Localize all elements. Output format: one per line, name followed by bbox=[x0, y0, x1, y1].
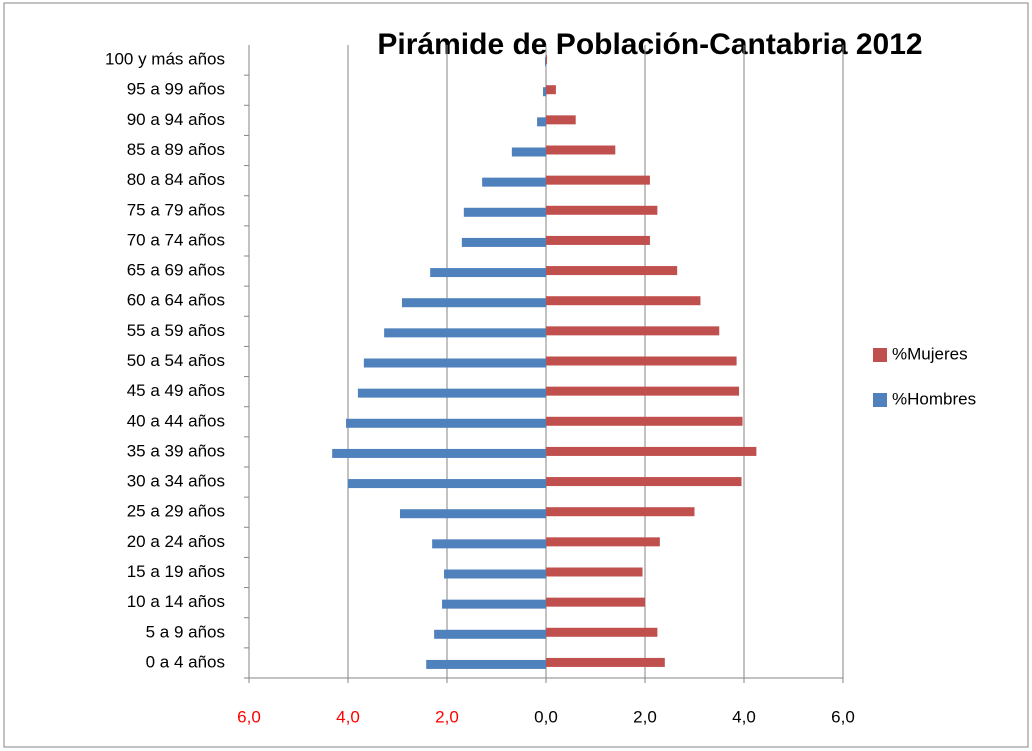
y-tick-label: 0 a 4 años bbox=[146, 652, 225, 671]
legend-label: %Mujeres bbox=[892, 344, 968, 363]
bar bbox=[546, 507, 695, 517]
bar bbox=[348, 479, 546, 489]
bar bbox=[384, 328, 546, 338]
y-tick-label: 15 a 19 años bbox=[127, 562, 225, 581]
bar bbox=[546, 205, 658, 215]
bar bbox=[346, 418, 546, 428]
y-tick-label: 35 a 39 años bbox=[127, 441, 225, 460]
x-tick-label: 4,0 bbox=[732, 707, 756, 726]
bar bbox=[545, 57, 546, 67]
bar bbox=[546, 115, 576, 125]
bar bbox=[401, 298, 546, 308]
bar bbox=[546, 446, 757, 456]
bar bbox=[426, 659, 546, 669]
bar bbox=[432, 539, 546, 549]
chart-title: Pirámide de Población-Cantabria 2012 bbox=[377, 28, 922, 61]
y-tick-label: 10 a 14 años bbox=[127, 592, 225, 611]
y-tick-label: 75 a 79 años bbox=[127, 200, 225, 219]
bar bbox=[546, 235, 650, 245]
x-tick-label: 4,0 bbox=[336, 707, 360, 726]
bar bbox=[546, 386, 740, 396]
legend-label: %Hombres bbox=[892, 389, 976, 408]
bar bbox=[546, 175, 650, 185]
x-tick-label: 0,0 bbox=[534, 707, 558, 726]
x-tick-label: 6,0 bbox=[237, 707, 261, 726]
chart-border bbox=[3, 2, 1029, 748]
bar bbox=[546, 657, 665, 667]
bar bbox=[546, 85, 556, 95]
y-tick-label: 5 a 9 años bbox=[146, 622, 225, 641]
bar bbox=[546, 627, 658, 637]
bar bbox=[482, 177, 546, 187]
bar bbox=[332, 448, 546, 458]
legend-swatch bbox=[873, 393, 887, 407]
y-tick-label: 45 a 49 años bbox=[127, 381, 225, 400]
bar bbox=[434, 629, 546, 639]
bar bbox=[546, 537, 660, 547]
y-tick-label: 50 a 54 años bbox=[127, 351, 225, 370]
bar bbox=[442, 599, 546, 609]
y-tick-label: 100 y más años bbox=[105, 50, 225, 69]
y-tick-label: 85 a 89 años bbox=[127, 140, 225, 159]
y-tick-label: 65 a 69 años bbox=[127, 261, 225, 280]
bar bbox=[357, 388, 546, 398]
x-tick-label: 2,0 bbox=[435, 707, 459, 726]
bar bbox=[546, 145, 616, 155]
bar bbox=[546, 416, 743, 426]
bar bbox=[546, 266, 678, 276]
bar bbox=[461, 237, 546, 247]
y-tick-label: 60 a 64 años bbox=[127, 291, 225, 310]
bar bbox=[546, 296, 701, 306]
bar bbox=[399, 509, 546, 519]
legend-swatch bbox=[873, 348, 887, 362]
bar bbox=[546, 55, 547, 65]
bar bbox=[537, 117, 546, 127]
x-tick-label: 2,0 bbox=[633, 707, 657, 726]
y-tick-label: 30 a 34 años bbox=[127, 472, 225, 491]
bar bbox=[444, 569, 546, 579]
y-tick-label: 70 a 74 años bbox=[127, 230, 225, 249]
bar bbox=[546, 567, 643, 577]
y-tick-label: 20 a 24 años bbox=[127, 532, 225, 551]
bar bbox=[546, 326, 720, 336]
x-tick-label: 6,0 bbox=[831, 707, 855, 726]
bar bbox=[546, 477, 742, 487]
bar bbox=[543, 87, 546, 97]
bar bbox=[463, 207, 546, 217]
bar bbox=[430, 268, 546, 278]
bar bbox=[511, 147, 546, 157]
y-tick-label: 90 a 94 años bbox=[127, 110, 225, 129]
bar bbox=[363, 358, 546, 368]
y-tick-label: 95 a 99 años bbox=[127, 80, 225, 99]
y-tick-label: 55 a 59 años bbox=[127, 321, 225, 340]
y-tick-label: 25 a 29 años bbox=[127, 502, 225, 521]
bar bbox=[546, 597, 645, 607]
bar bbox=[546, 356, 737, 366]
y-tick-label: 40 a 44 años bbox=[127, 411, 225, 430]
y-tick-label: 80 a 84 años bbox=[127, 170, 225, 189]
